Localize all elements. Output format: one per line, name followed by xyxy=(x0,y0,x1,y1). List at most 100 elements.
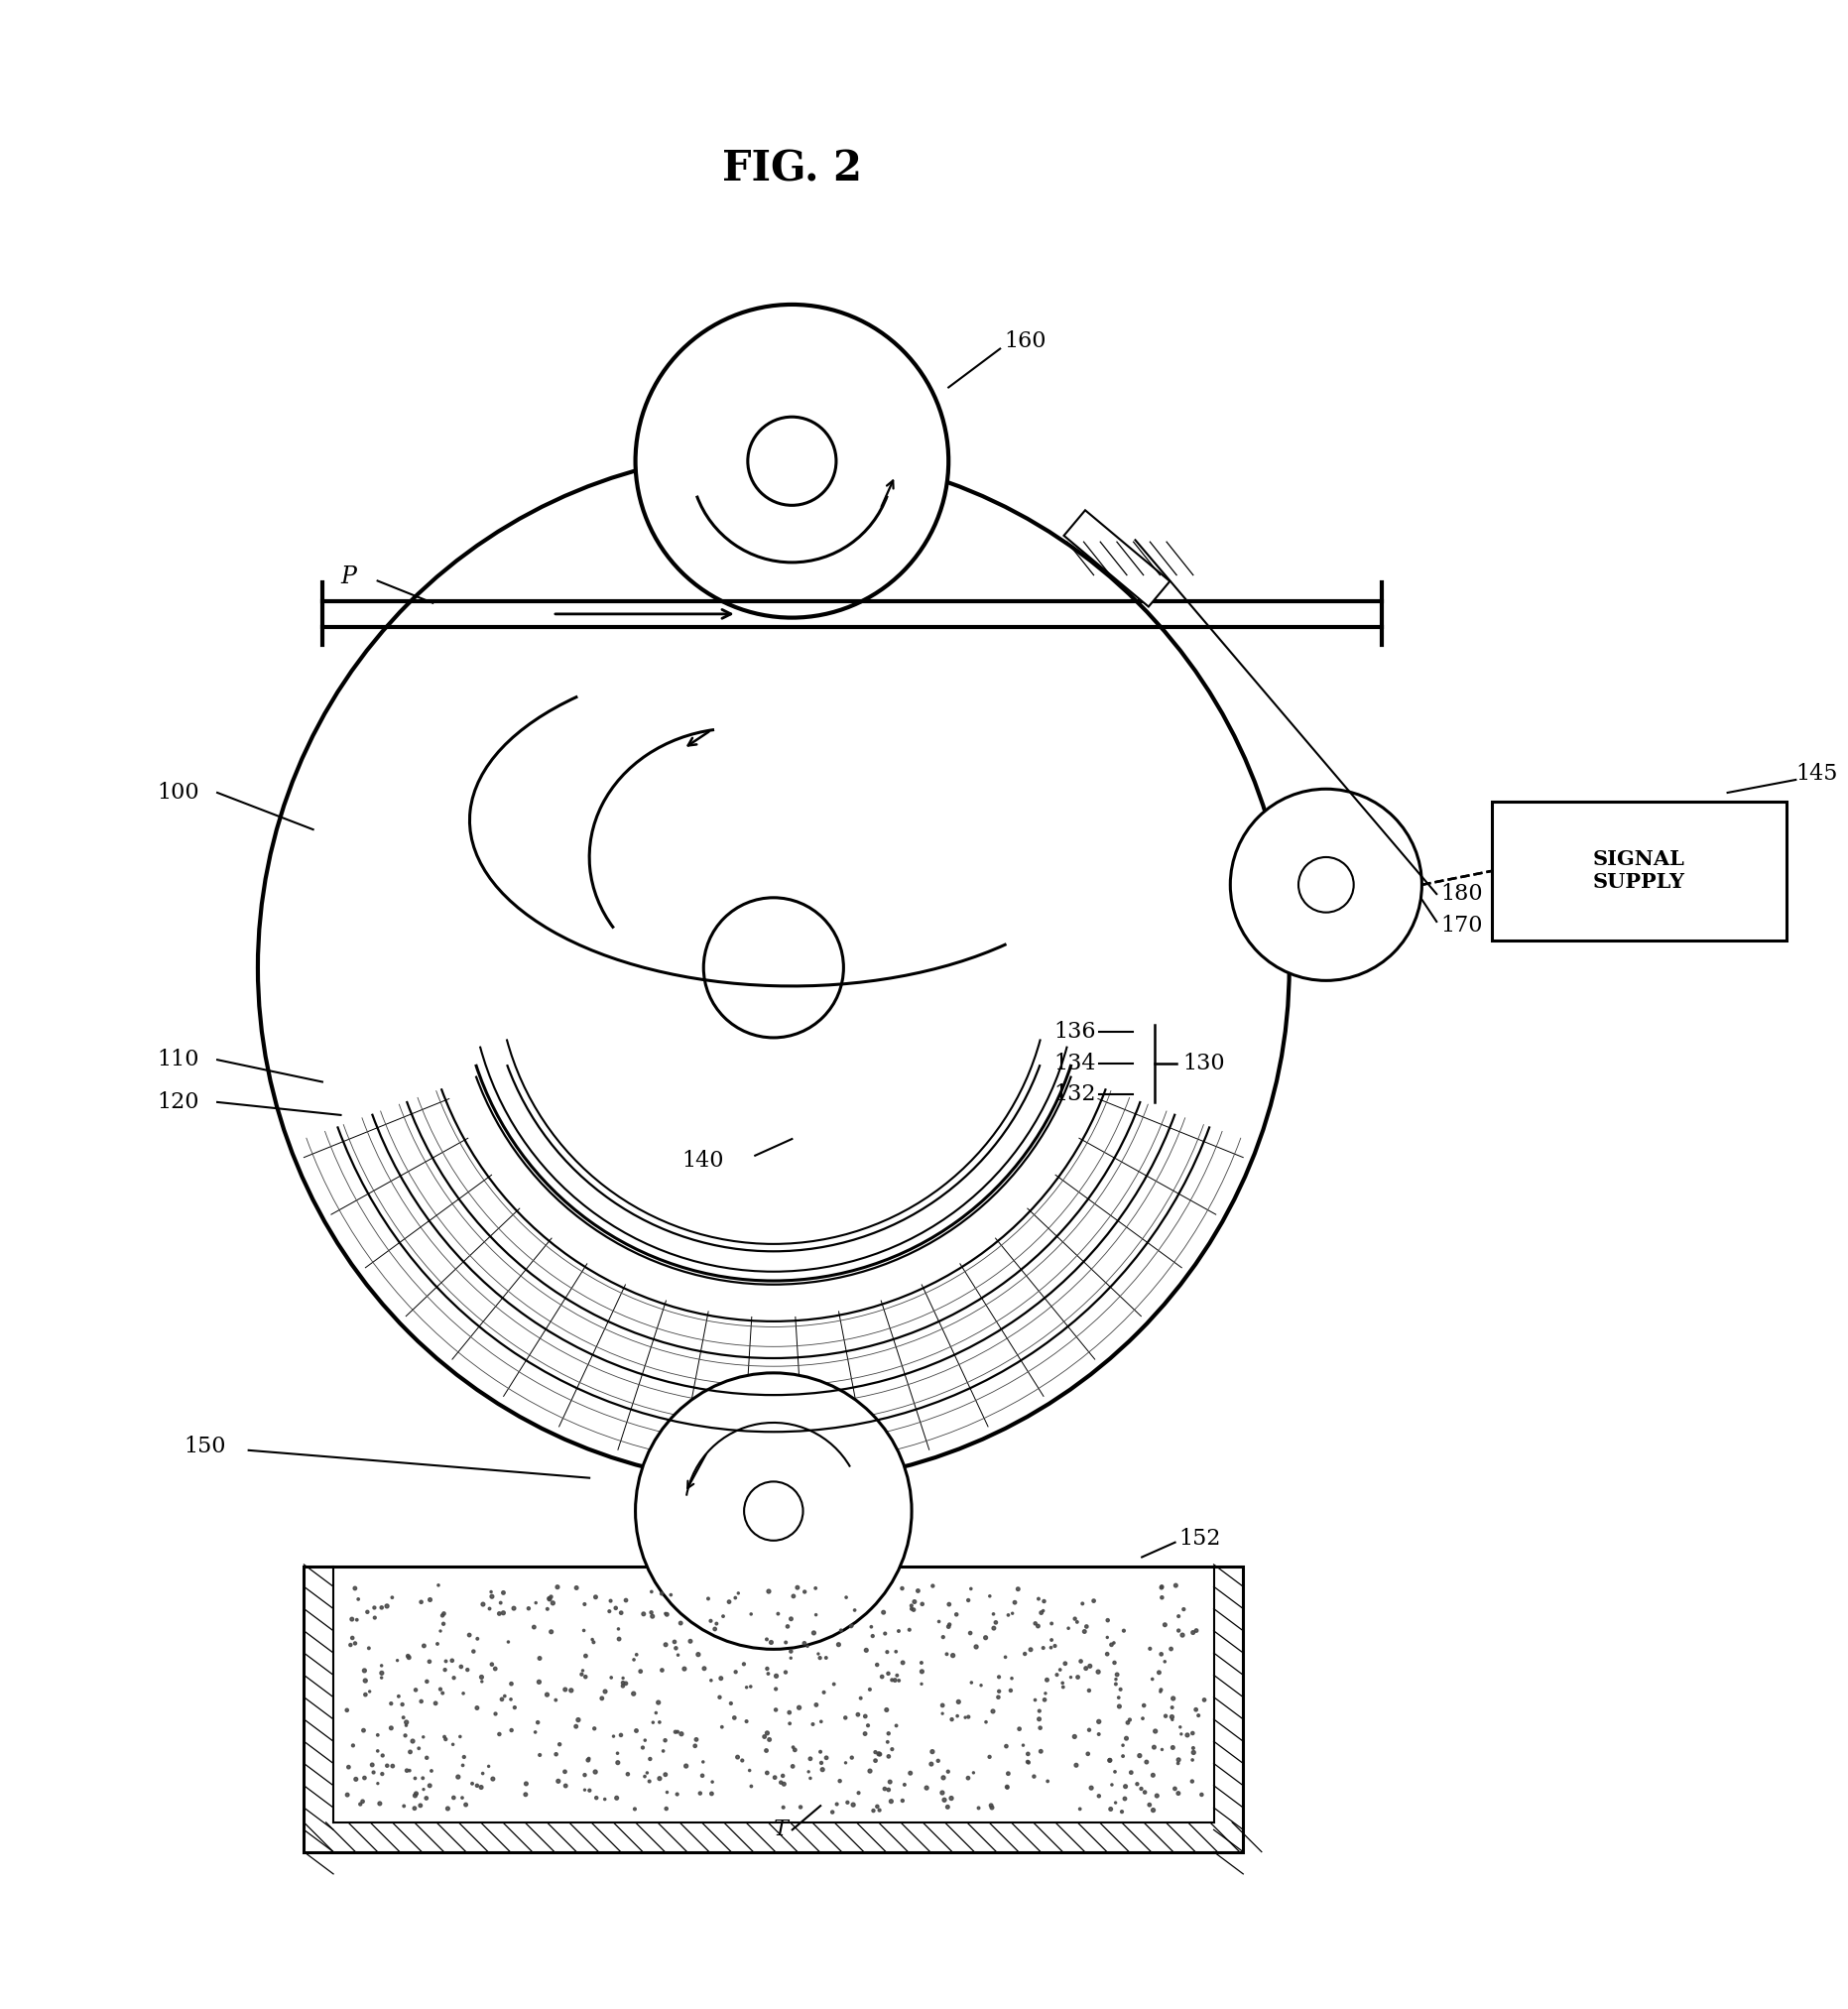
Point xyxy=(1005,1714,1035,1746)
Point xyxy=(1029,1631,1059,1663)
Point xyxy=(965,1792,994,1824)
Text: 170: 170 xyxy=(1440,914,1482,936)
Point xyxy=(693,1583,723,1615)
Point xyxy=(1053,1611,1083,1643)
Point xyxy=(447,1782,477,1814)
Point xyxy=(1074,1673,1103,1706)
Circle shape xyxy=(636,305,948,617)
Point xyxy=(371,1750,401,1782)
Point xyxy=(488,1684,517,1716)
Point xyxy=(1072,1611,1101,1643)
Point xyxy=(401,1673,431,1706)
Point xyxy=(349,1714,379,1746)
Point xyxy=(401,1780,431,1812)
Point xyxy=(638,1706,667,1738)
Point xyxy=(1179,1736,1209,1768)
Point xyxy=(1020,1607,1050,1639)
Point xyxy=(468,1661,497,1694)
Point xyxy=(580,1712,610,1744)
Point xyxy=(826,1615,856,1647)
Point xyxy=(621,1792,650,1824)
Point xyxy=(979,1597,1009,1629)
Point xyxy=(870,1617,900,1649)
Point xyxy=(575,1742,604,1774)
Point xyxy=(883,1665,913,1698)
Point xyxy=(996,1673,1026,1706)
Point xyxy=(785,1792,815,1824)
Point xyxy=(1146,1637,1175,1669)
Point xyxy=(976,1579,1005,1611)
Point xyxy=(371,1589,401,1621)
Point xyxy=(1138,1794,1168,1826)
Point xyxy=(992,1730,1022,1762)
Point xyxy=(525,1740,554,1772)
Point xyxy=(336,1603,366,1635)
Text: 100: 100 xyxy=(157,782,200,804)
Point xyxy=(333,1694,362,1726)
Point xyxy=(978,1792,1007,1824)
Point xyxy=(338,1621,368,1653)
Point xyxy=(957,1667,987,1700)
Point xyxy=(867,1661,896,1694)
Point xyxy=(588,1682,617,1714)
Point xyxy=(665,1607,695,1639)
Point xyxy=(1059,1720,1088,1752)
Point xyxy=(1016,1633,1046,1665)
Point xyxy=(359,1756,388,1788)
Point xyxy=(486,1587,516,1619)
Point xyxy=(1100,1627,1129,1659)
Point xyxy=(761,1694,791,1726)
Point xyxy=(898,1593,928,1625)
Point xyxy=(1037,1623,1066,1655)
Text: 110: 110 xyxy=(157,1049,200,1071)
Point xyxy=(789,1627,819,1659)
Point xyxy=(449,1678,479,1710)
Circle shape xyxy=(704,898,843,1039)
Point xyxy=(650,1597,680,1629)
Point xyxy=(355,1631,384,1663)
Circle shape xyxy=(1231,790,1421,980)
Point xyxy=(490,1680,519,1712)
Point xyxy=(769,1760,798,1792)
Point xyxy=(569,1774,599,1806)
Point xyxy=(510,1778,540,1810)
Point xyxy=(431,1653,460,1686)
Point xyxy=(769,1792,798,1824)
Point xyxy=(562,1710,591,1742)
Point xyxy=(636,1744,665,1776)
Point xyxy=(1157,1633,1186,1665)
Point xyxy=(543,1571,573,1603)
Point xyxy=(1129,1776,1159,1808)
Point xyxy=(366,1788,395,1820)
Point xyxy=(590,1676,619,1708)
Point xyxy=(697,1778,726,1810)
Circle shape xyxy=(1299,858,1355,912)
Point xyxy=(564,1704,593,1736)
Text: 120: 120 xyxy=(157,1091,200,1113)
Point xyxy=(1144,1655,1173,1688)
Point xyxy=(992,1770,1022,1802)
Point xyxy=(462,1623,492,1655)
Point xyxy=(778,1750,808,1782)
Point xyxy=(412,1742,442,1774)
Point xyxy=(429,1678,458,1710)
Point xyxy=(850,1700,880,1732)
Point xyxy=(928,1690,957,1722)
Text: T: T xyxy=(774,1818,789,1840)
Point xyxy=(780,1734,809,1766)
Point xyxy=(349,1655,379,1688)
Point xyxy=(736,1754,765,1786)
Point xyxy=(985,1661,1015,1694)
Point xyxy=(928,1762,957,1794)
Point xyxy=(575,1774,604,1806)
Point xyxy=(942,1700,972,1732)
Point xyxy=(776,1635,806,1667)
Point xyxy=(608,1667,638,1700)
Point xyxy=(944,1686,974,1718)
Point xyxy=(795,1742,824,1774)
Point xyxy=(723,1742,752,1774)
Point xyxy=(1122,1768,1151,1800)
Point xyxy=(1149,1609,1179,1641)
Point xyxy=(645,1762,675,1794)
Point xyxy=(931,1637,961,1669)
